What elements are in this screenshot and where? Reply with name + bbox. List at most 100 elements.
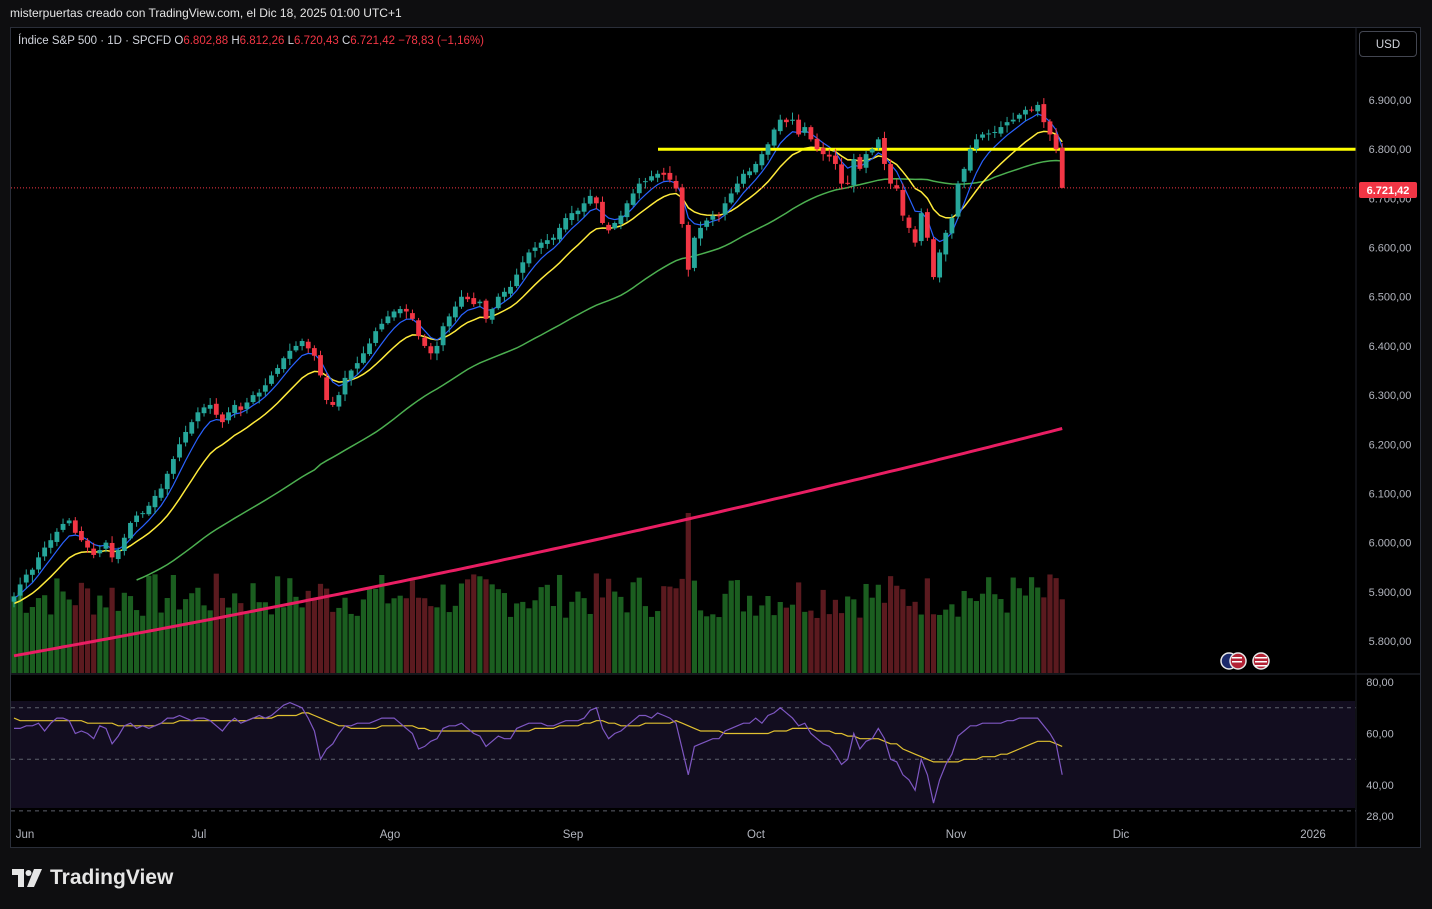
candle [722,196,728,221]
volume-bar [826,614,832,673]
volume-bar [642,606,648,673]
open-value: 6.802,88 [183,35,229,47]
volume-bar [29,607,35,673]
candle [422,334,428,348]
candle [109,536,115,563]
volume-bar [501,593,507,673]
candle [808,125,814,142]
volume-bar [912,601,918,673]
candle [618,210,624,230]
candle [765,142,771,161]
volume-bars [11,513,1065,673]
volume-bar [973,601,980,673]
price-tick-label: 6.900,00 [1369,95,1412,107]
rsi-tick-label: 80,00 [1366,677,1394,689]
volume-bar [1004,612,1010,673]
volume-bar [256,602,262,673]
volume-bar [324,588,330,673]
sma-200-line [13,427,1063,658]
volume-bar [428,606,434,673]
change-value: −78,83 (−1,16%) [398,35,484,47]
candle [1059,143,1065,189]
candle [207,398,213,414]
ema-fast-line [13,113,1063,599]
price-axis[interactable]: 6.900,006.800,006.700,006.600,006.500,00… [1369,95,1412,648]
volume-bar [72,605,78,673]
candle [385,310,391,325]
volume-bar [894,585,900,673]
volume-bar [881,602,888,673]
volume-bar [949,604,955,673]
candle [42,541,48,561]
candle [452,301,458,322]
rsi-bands [11,707,1356,812]
candle [888,159,893,190]
volume-bar [532,600,538,673]
candle [29,567,35,583]
volume-bar [1022,595,1029,673]
candle [894,179,900,191]
candle [826,149,832,162]
currency-button[interactable]: USD [1359,31,1417,57]
volume-bar [771,615,777,673]
volume-bar [759,605,765,673]
volume-bar [783,607,789,673]
candle [1041,98,1047,128]
candle [183,425,189,447]
candle [36,552,41,574]
volume-bar [857,617,863,673]
candle [134,511,139,527]
candle [361,346,366,365]
rsi-tick-label: 28,00 [1366,811,1394,823]
low-value: 6.720,43 [294,35,339,47]
symbol-title[interactable]: Índice S&P 500 · 1D · SPCFD [18,35,172,47]
candle [410,309,415,321]
candle [373,327,379,347]
time-axis[interactable]: Jun Jul Ago Sep Oct Nov Dic 2026 [16,829,1326,841]
candle [152,490,158,514]
candle [403,304,409,319]
candle [642,177,648,189]
candle [79,526,84,542]
volume-bar [183,599,189,673]
volume-bar [538,587,544,673]
candle [875,137,881,151]
volume-bar [740,611,747,673]
candle [704,217,710,231]
candle [128,521,133,541]
candle [833,148,838,170]
volume-bar [213,573,219,673]
candle [606,222,612,234]
candle [220,412,225,428]
candle [354,356,360,375]
volume-bar [863,583,869,673]
volume-bar [593,573,599,673]
volume-bar [636,577,642,673]
tradingview-logo[interactable]: TradingView [12,866,173,890]
candle [698,221,703,246]
volume-bar [360,599,367,673]
candle [986,129,992,141]
open-label: O [174,35,184,47]
volume-bar [477,576,483,673]
volume-bar [747,595,753,673]
candle [771,127,777,148]
candles [11,98,1065,608]
event-flags[interactable] [1220,652,1270,670]
time-tick-label: Nov [946,829,967,841]
candle [1004,116,1010,133]
candle [489,307,495,324]
time-tick-label: Jun [16,829,35,841]
candle [538,238,544,255]
volume-bar [342,597,348,673]
volume-bar [900,589,906,673]
volume-bar [415,597,422,673]
volume-bar [685,513,691,673]
volume-bar [612,591,618,673]
price-tick-label: 5.800,00 [1369,636,1412,648]
volume-bar [1047,574,1053,673]
volume-bar [777,601,783,673]
candle [796,114,802,137]
volume-bar [599,597,606,673]
